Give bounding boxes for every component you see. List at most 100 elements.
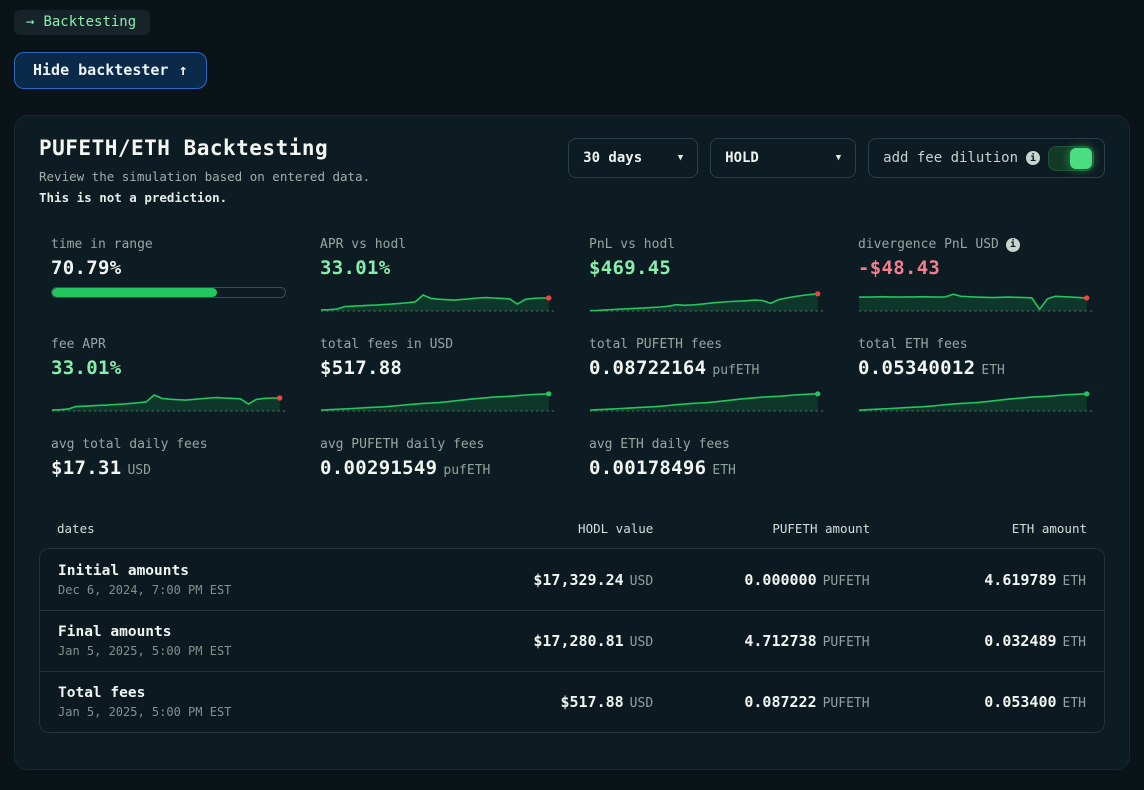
metric-label: APR vs hodl: [320, 237, 555, 252]
metric-value: 0.05340012 ETH: [858, 357, 1005, 379]
sparkline-chart: [320, 391, 554, 412]
cell-unit: USD: [629, 635, 654, 650]
sparkline-container: [589, 387, 824, 413]
metric-value: 70.79%: [51, 257, 122, 279]
row-date: Jan 5, 2025, 5:00 PM EST: [58, 705, 232, 719]
row-dates-cell: Final amounts Jan 5, 2025, 5:00 PM EST: [58, 624, 437, 658]
metric-unit: USD: [127, 463, 151, 478]
sparkline-container: [589, 287, 824, 313]
progress-fill: [52, 288, 217, 297]
metric-divergence-pnl-usd: divergence PnL USD i -$48.43: [858, 237, 1093, 313]
metric-label: avg total daily fees: [51, 437, 286, 452]
metric-unit: pufETH: [443, 463, 491, 478]
eth-amount-cell: 4.619789 ETH: [984, 570, 1086, 589]
metric-unit: pufETH: [712, 363, 760, 378]
panel-title: PUFETH/ETH Backtesting: [39, 136, 329, 160]
sparkline-end-dot: [814, 291, 821, 297]
period-select[interactable]: 30 days ▼: [568, 138, 699, 178]
cell-unit: USD: [629, 573, 654, 589]
pufeth-amount-cell: 0.087222 PUFETH: [744, 693, 870, 711]
metric-label: total ETH fees: [858, 337, 1093, 352]
amounts-table: Initial amounts Dec 6, 2024, 7:00 PM EST $…: [39, 548, 1105, 733]
info-icon[interactable]: i: [1005, 237, 1020, 252]
row-name: Total fees: [58, 685, 146, 701]
metric-value: 0.00291549 pufETH: [320, 457, 491, 479]
backtesting-panel: PUFETH/ETH Backtesting Review the simula…: [14, 115, 1130, 770]
cell-unit: PUFETH: [822, 696, 870, 711]
metric-value: -$48.43: [858, 257, 941, 279]
metric-value: 0.00178496 ETH: [589, 457, 736, 479]
strategy-select[interactable]: HOLD ▼: [710, 138, 857, 178]
hodl-value-cell: $17,280.81 USD: [533, 632, 654, 650]
arrow-right-icon: →: [26, 14, 35, 30]
metric-label-text: avg ETH daily fees: [589, 437, 730, 452]
arrow-up-icon: ↑: [178, 61, 188, 79]
cell-unit: ETH: [1062, 573, 1086, 589]
cell-unit: USD: [629, 696, 654, 711]
hide-backtester-button[interactable]: Hide backtester ↑: [14, 52, 207, 89]
metric-total-fees-usd: total fees in USD $517.88: [320, 337, 555, 413]
chevron-down-icon: ▼: [835, 153, 842, 163]
metric-value: $517.88: [320, 357, 403, 379]
metric-time-in-range: time in range 70.79%: [51, 237, 286, 313]
metric-label: avg ETH daily fees: [589, 437, 824, 452]
sparkline-end-dot: [814, 391, 821, 397]
sparkline-chart: [590, 291, 823, 312]
column-eth-amount: ETH amount: [1011, 521, 1087, 536]
panel-titles: PUFETH/ETH Backtesting Review the simula…: [39, 136, 370, 205]
metric-label: total PUFETH fees: [589, 337, 824, 352]
row-date: Dec 6, 2024, 7:00 PM EST: [58, 582, 232, 597]
metric-label-text: divergence PnL USD: [858, 237, 999, 252]
sparkline-container: [858, 287, 1093, 313]
row-dates-cell: Initial amounts Dec 6, 2024, 7:00 PM EST: [58, 563, 437, 597]
panel-header: PUFETH/ETH Backtesting Review the simula…: [39, 136, 1105, 205]
sparkline-chart: [858, 391, 1092, 412]
cell-unit: PUFETH: [822, 635, 870, 650]
cell-unit: ETH: [1062, 696, 1086, 711]
period-select-value: 30 days: [583, 150, 643, 166]
metric-label-text: PnL vs hodl: [589, 237, 676, 252]
panel-controls: 30 days ▼ HOLD ▼ add fee dilution i: [568, 138, 1105, 178]
metric-value: $17.31 USD: [51, 457, 151, 479]
row-dates-cell: Total fees Jan 5, 2025, 5:00 PM EST: [58, 685, 437, 719]
info-icon[interactable]: i: [1026, 151, 1040, 165]
metric-label: time in range: [51, 237, 286, 252]
eth-amount-cell: 0.032489 ETH: [984, 632, 1086, 650]
metric-label: PnL vs hodl: [589, 237, 824, 252]
metric-value: 33.01%: [320, 257, 391, 279]
metric-label-text: avg PUFETH daily fees: [320, 437, 485, 452]
column-dates: dates: [57, 521, 95, 536]
column-pufeth-amount: PUFETH amount: [772, 521, 871, 536]
fee-dilution-toggle[interactable]: [1048, 145, 1094, 171]
sparkline-container: [320, 387, 555, 413]
hide-backtester-label: Hide backtester: [33, 61, 169, 79]
sparkline-end-dot: [1083, 391, 1090, 397]
panel-disclaimer: This is not a prediction.: [39, 190, 228, 205]
backtesting-breadcrumb[interactable]: → Backtesting: [14, 10, 151, 35]
metric-unit: ETH: [981, 363, 1005, 378]
metric-total-pufeth-fees: total PUFETH fees 0.08722164 pufETH: [589, 337, 824, 413]
metric-label-text: total PUFETH fees: [589, 337, 723, 352]
metric-label: divergence PnL USD i: [858, 237, 1093, 252]
metric-unit: ETH: [712, 463, 736, 478]
breadcrumb-label: Backtesting: [43, 14, 137, 30]
sparkline-chart: [589, 391, 823, 412]
metric-label: total fees in USD: [320, 337, 555, 352]
sparkline-container: [51, 387, 286, 413]
metric-label-text: total ETH fees: [858, 337, 968, 352]
time-in-range-progress: [51, 287, 286, 298]
row-name: Final amounts: [58, 624, 172, 640]
metric-avg-eth-daily-fees: avg ETH daily fees 0.00178496 ETH: [589, 437, 824, 491]
row-date: Jan 5, 2025, 5:00 PM EST: [58, 644, 232, 658]
hodl-value-cell: $17,329.24 USD: [533, 570, 654, 589]
sparkline-end-dot: [276, 395, 283, 401]
metric-value: $469.45: [589, 257, 672, 279]
pufeth-amount-cell: 0.000000 PUFETH: [744, 570, 870, 589]
cell-unit: ETH: [1062, 635, 1086, 650]
cell-unit: PUFETH: [822, 573, 870, 589]
metric-label: fee APR: [51, 337, 286, 352]
panel-subtitle: Review the simulation based on entered d…: [39, 169, 371, 184]
metric-apr-vs-hodl: APR vs hodl 33.01%: [320, 237, 555, 313]
sparkline-end-dot: [545, 391, 552, 397]
table-row: Total fees Jan 5, 2025, 5:00 PM EST $517.8…: [40, 671, 1104, 732]
